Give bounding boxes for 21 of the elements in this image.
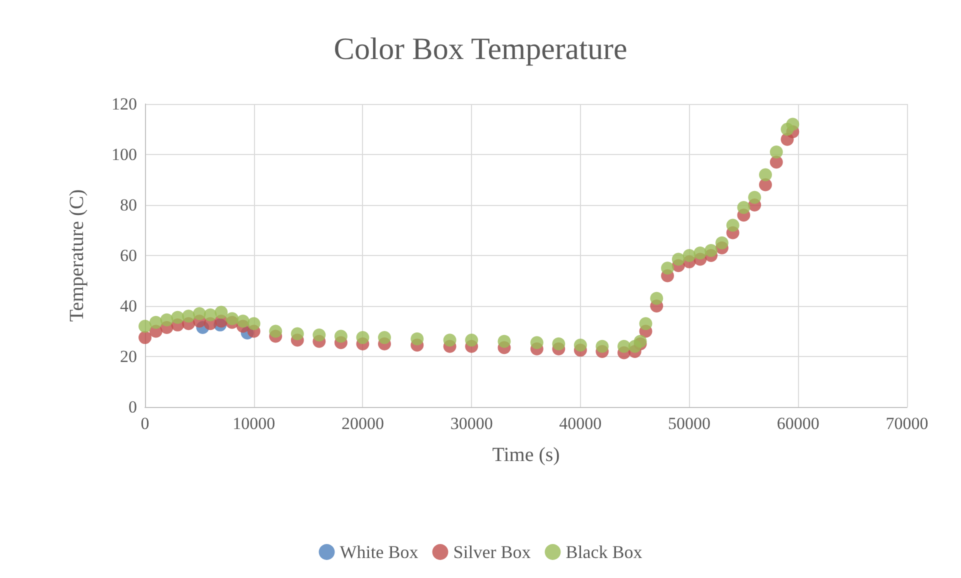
y-tick-label: 60: [120, 246, 137, 265]
y-tick-label: 80: [120, 196, 137, 214]
x-tick-label: 40000: [559, 414, 602, 433]
x-axis-title: Time (s): [492, 444, 560, 466]
chart-title: Color Box Temperature: [334, 31, 628, 66]
y-tick-label: 100: [112, 145, 137, 164]
x-tick-label: 0: [140, 414, 150, 433]
legend-label: Black Box: [566, 542, 642, 562]
y-axis-title: Temperature (C): [66, 189, 88, 322]
x-tick-label: 70000: [886, 414, 928, 433]
legend-label: Silver Box: [453, 542, 531, 562]
x-tick-label: 60000: [776, 414, 820, 433]
y-tick-label: 20: [120, 347, 137, 366]
x-tick-label: 20000: [341, 414, 384, 433]
y-tick-label: 40: [120, 296, 137, 316]
x-tick-label: 10000: [232, 414, 276, 433]
x-tick-label: 50000: [668, 414, 711, 433]
y-tick-label: 120: [112, 94, 137, 114]
x-tick-label: 30000: [450, 414, 493, 433]
y-tick-label: 0: [128, 398, 137, 416]
legend-label: White Box: [340, 542, 418, 562]
